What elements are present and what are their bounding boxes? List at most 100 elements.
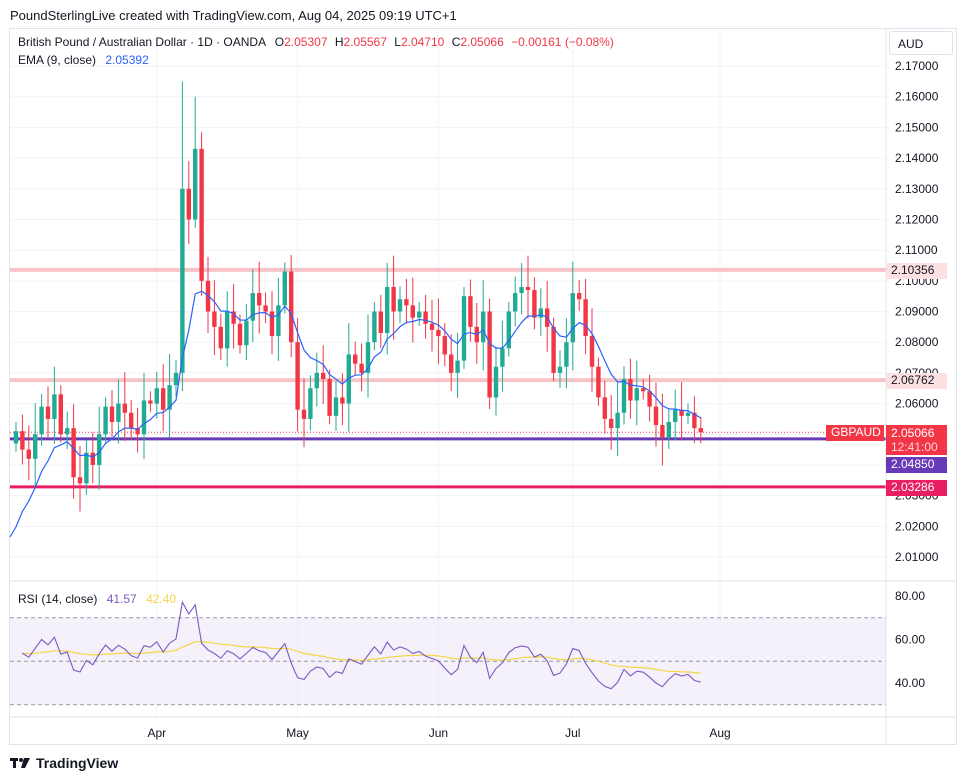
candle-body xyxy=(532,290,537,318)
candle-body xyxy=(653,406,659,426)
candle-body xyxy=(103,406,108,435)
high-value: 2.05567 xyxy=(343,35,387,49)
candle-body xyxy=(506,311,511,349)
candle-body xyxy=(237,323,243,346)
candle-body xyxy=(602,397,607,419)
last-price-tag: 2.05066 12:41:00 xyxy=(886,425,947,455)
candle-body xyxy=(20,431,25,450)
candle-body xyxy=(90,452,95,465)
currency-selector[interactable]: AUD xyxy=(889,31,953,55)
ema-value: 2.05392 xyxy=(105,53,149,67)
low-label: L xyxy=(394,35,401,49)
candle-body xyxy=(161,388,166,410)
symbol-title: British Pound / Australian Dollar · 1D ·… xyxy=(18,35,266,49)
candle-body xyxy=(116,403,121,422)
candle-body xyxy=(167,385,172,410)
price-tick-label: 2.17000 xyxy=(895,59,939,73)
ema-line xyxy=(9,290,702,538)
candle-body xyxy=(397,299,403,312)
time-tick-label: May xyxy=(286,726,309,740)
candle-body xyxy=(84,452,89,484)
candle-body xyxy=(26,449,31,459)
close-label: C xyxy=(451,35,461,49)
candlestick-series xyxy=(13,81,703,512)
candle-body xyxy=(500,348,505,367)
candle-body xyxy=(180,188,185,373)
candle-body xyxy=(39,406,44,435)
candle-body xyxy=(289,271,294,343)
candle-body xyxy=(596,366,601,398)
rsi-tick-label: 60.00 xyxy=(895,633,925,647)
close-value: 2.05066 xyxy=(460,35,504,49)
candle-body xyxy=(577,293,582,300)
time-tick-label: Jun xyxy=(429,726,448,740)
candle-body xyxy=(52,394,57,419)
change-value: −0.00161 (−0.08%) xyxy=(511,35,614,49)
rsi-legend[interactable]: RSI (14, close) 41.57 42.40 xyxy=(18,592,176,606)
candle-body xyxy=(468,296,473,327)
candle-body xyxy=(513,293,518,312)
chart-credit: PoundSterlingLive created with TradingVi… xyxy=(10,8,457,23)
price-tick-label: 2.15000 xyxy=(895,120,939,134)
price-tick-label: 2.14000 xyxy=(895,151,939,165)
brand-name: TradingView xyxy=(36,755,119,771)
candle-body xyxy=(615,412,620,429)
candle-body xyxy=(193,148,198,220)
candle-body xyxy=(551,326,556,373)
rsi-pane xyxy=(10,600,886,706)
candle-body xyxy=(698,428,703,433)
candle-body xyxy=(122,403,127,413)
price-tick-label: 2.09000 xyxy=(895,305,939,319)
candle-body xyxy=(218,326,223,349)
candle-body xyxy=(308,388,313,419)
candle-body xyxy=(71,428,76,478)
price-tick-label: 2.16000 xyxy=(895,90,939,104)
candle-body xyxy=(429,323,435,330)
candle-body xyxy=(109,406,115,422)
candle-body xyxy=(295,342,300,410)
candle-body xyxy=(276,305,281,337)
candle-body xyxy=(58,394,63,435)
horizontal-levels xyxy=(10,267,886,489)
candle-body xyxy=(628,379,633,401)
candle-body xyxy=(212,311,217,327)
last-price-value: 2.05066 xyxy=(891,426,935,440)
candle-body xyxy=(673,409,678,422)
candle-body xyxy=(186,188,191,220)
candle-body xyxy=(423,311,428,324)
candle-body xyxy=(346,354,351,404)
candle-body xyxy=(692,412,697,429)
rsi-ma-line xyxy=(22,641,701,674)
tradingview-logo[interactable]: TradingView xyxy=(10,755,118,771)
high-label: H xyxy=(334,35,344,49)
candle-body xyxy=(647,391,652,407)
candle-body xyxy=(660,425,665,438)
candle-body xyxy=(481,311,486,343)
candle-body xyxy=(449,354,454,373)
ema-label: EMA (9, close) xyxy=(18,53,97,67)
candle-body xyxy=(148,400,153,404)
candle-body xyxy=(385,286,390,333)
candle-body xyxy=(33,434,38,459)
candle-body xyxy=(589,336,595,367)
low-value: 2.04710 xyxy=(400,35,445,49)
candle-body xyxy=(333,397,339,416)
candle-body xyxy=(679,409,684,416)
symbol-tag: GBPAUD xyxy=(826,425,884,441)
candle-body xyxy=(372,311,377,343)
price-tick-label: 2.08000 xyxy=(895,335,939,349)
symbol-legend[interactable]: British Pound / Australian Dollar · 1D ·… xyxy=(18,35,614,49)
candle-body xyxy=(314,372,319,389)
candle-body xyxy=(129,412,134,429)
candle-body xyxy=(666,421,671,438)
ema-legend[interactable]: EMA (9, close) 2.05392 xyxy=(18,53,149,67)
candle-body xyxy=(282,271,287,306)
candle-body xyxy=(321,372,326,380)
candle-body xyxy=(199,148,204,281)
candle-body xyxy=(327,379,332,416)
candle-body xyxy=(417,311,422,318)
candle-body xyxy=(436,329,441,337)
price-tick-label: 2.13000 xyxy=(895,182,939,196)
candle-body xyxy=(391,286,396,312)
